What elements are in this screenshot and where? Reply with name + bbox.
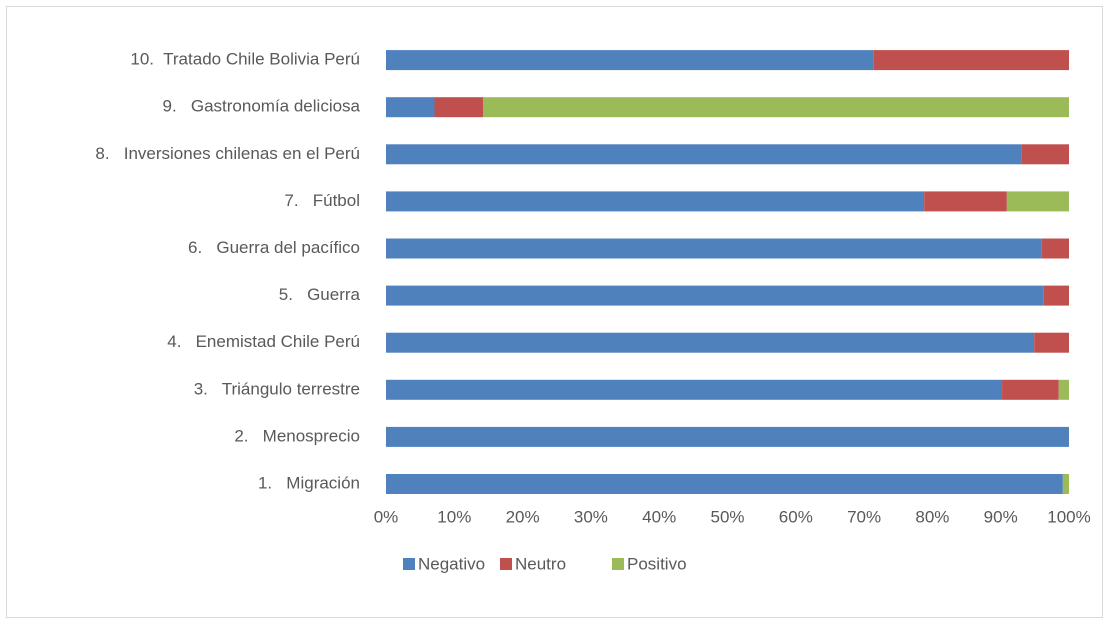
bar-segment bbox=[386, 285, 1044, 306]
bar-segment bbox=[873, 50, 1069, 71]
legend-label: Negativo bbox=[418, 554, 485, 573]
bar-segment bbox=[1062, 474, 1069, 494]
x-tick-label: 80% bbox=[915, 507, 949, 526]
bar-segment bbox=[924, 191, 1007, 212]
x-tick-label: 30% bbox=[574, 507, 608, 526]
x-tick-label: 50% bbox=[710, 507, 744, 526]
x-tick-label: 100% bbox=[1047, 507, 1090, 526]
legend-swatch bbox=[500, 558, 512, 570]
bar-segment bbox=[386, 332, 1035, 353]
legend-swatch bbox=[403, 558, 415, 570]
legend-label: Neutro bbox=[515, 554, 566, 573]
bar-segment bbox=[386, 379, 1003, 400]
y-tick-label: 8. Inversiones chilenas en el Perú bbox=[95, 144, 360, 163]
y-tick-label: 1. Migración bbox=[258, 473, 360, 492]
y-tick-label: 5. Guerra bbox=[279, 285, 361, 304]
bar-segment bbox=[386, 144, 1022, 165]
legend-swatch bbox=[612, 558, 624, 570]
bar-segment bbox=[386, 426, 1069, 447]
bar-segment bbox=[386, 97, 435, 118]
bar-segment bbox=[1058, 379, 1069, 400]
bar-segment bbox=[1006, 191, 1069, 212]
bar-segment bbox=[386, 474, 1063, 494]
bar-segment bbox=[1021, 144, 1069, 165]
x-tick-label: 20% bbox=[506, 507, 540, 526]
x-tick-label: 90% bbox=[984, 507, 1018, 526]
x-tick-label: 70% bbox=[847, 507, 881, 526]
y-tick-label: 3. Triángulo terrestre bbox=[194, 379, 360, 398]
bar-segment bbox=[386, 191, 925, 212]
bar-segment bbox=[386, 238, 1042, 259]
x-tick-label: 10% bbox=[437, 507, 471, 526]
bar-segment bbox=[386, 50, 874, 71]
bar-segment bbox=[1034, 332, 1069, 353]
y-tick-label: 4. Enemistad Chile Perú bbox=[167, 332, 360, 351]
bar-segment bbox=[434, 97, 483, 118]
bar-segment bbox=[1002, 379, 1059, 400]
y-tick-label: 6. Guerra del pacífico bbox=[188, 238, 360, 257]
bar-segment bbox=[482, 97, 1070, 118]
y-tick-label: 9. Gastronomía deliciosa bbox=[163, 97, 361, 116]
y-tick-label: 7. Fútbol bbox=[284, 191, 360, 210]
bar-segment bbox=[1041, 238, 1069, 259]
x-tick-label: 0% bbox=[374, 507, 399, 526]
legend-label: Positivo bbox=[627, 554, 687, 573]
y-tick-label: 10. Tratado Chile Bolivia Perú bbox=[130, 50, 360, 69]
x-tick-label: 60% bbox=[779, 507, 813, 526]
bar-segment bbox=[1043, 285, 1069, 306]
x-tick-label: 40% bbox=[642, 507, 676, 526]
y-tick-label: 2. Menosprecio bbox=[234, 426, 360, 445]
